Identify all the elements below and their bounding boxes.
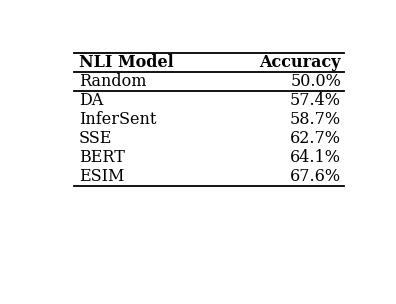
Text: BERT: BERT (79, 149, 124, 166)
Text: ESIM: ESIM (79, 168, 124, 185)
Text: NLI Model: NLI Model (79, 54, 173, 71)
Text: Accuracy: Accuracy (259, 54, 341, 71)
Text: 64.1%: 64.1% (290, 149, 341, 166)
Text: 62.7%: 62.7% (290, 130, 341, 147)
Text: 57.4%: 57.4% (290, 92, 341, 109)
Text: DA: DA (79, 92, 103, 109)
Text: 67.6%: 67.6% (290, 168, 341, 185)
Text: 58.7%: 58.7% (290, 111, 341, 128)
Text: Random: Random (79, 73, 146, 90)
Text: InferSent: InferSent (79, 111, 156, 128)
Text: 50.0%: 50.0% (290, 73, 341, 90)
Text: SSE: SSE (79, 130, 112, 147)
